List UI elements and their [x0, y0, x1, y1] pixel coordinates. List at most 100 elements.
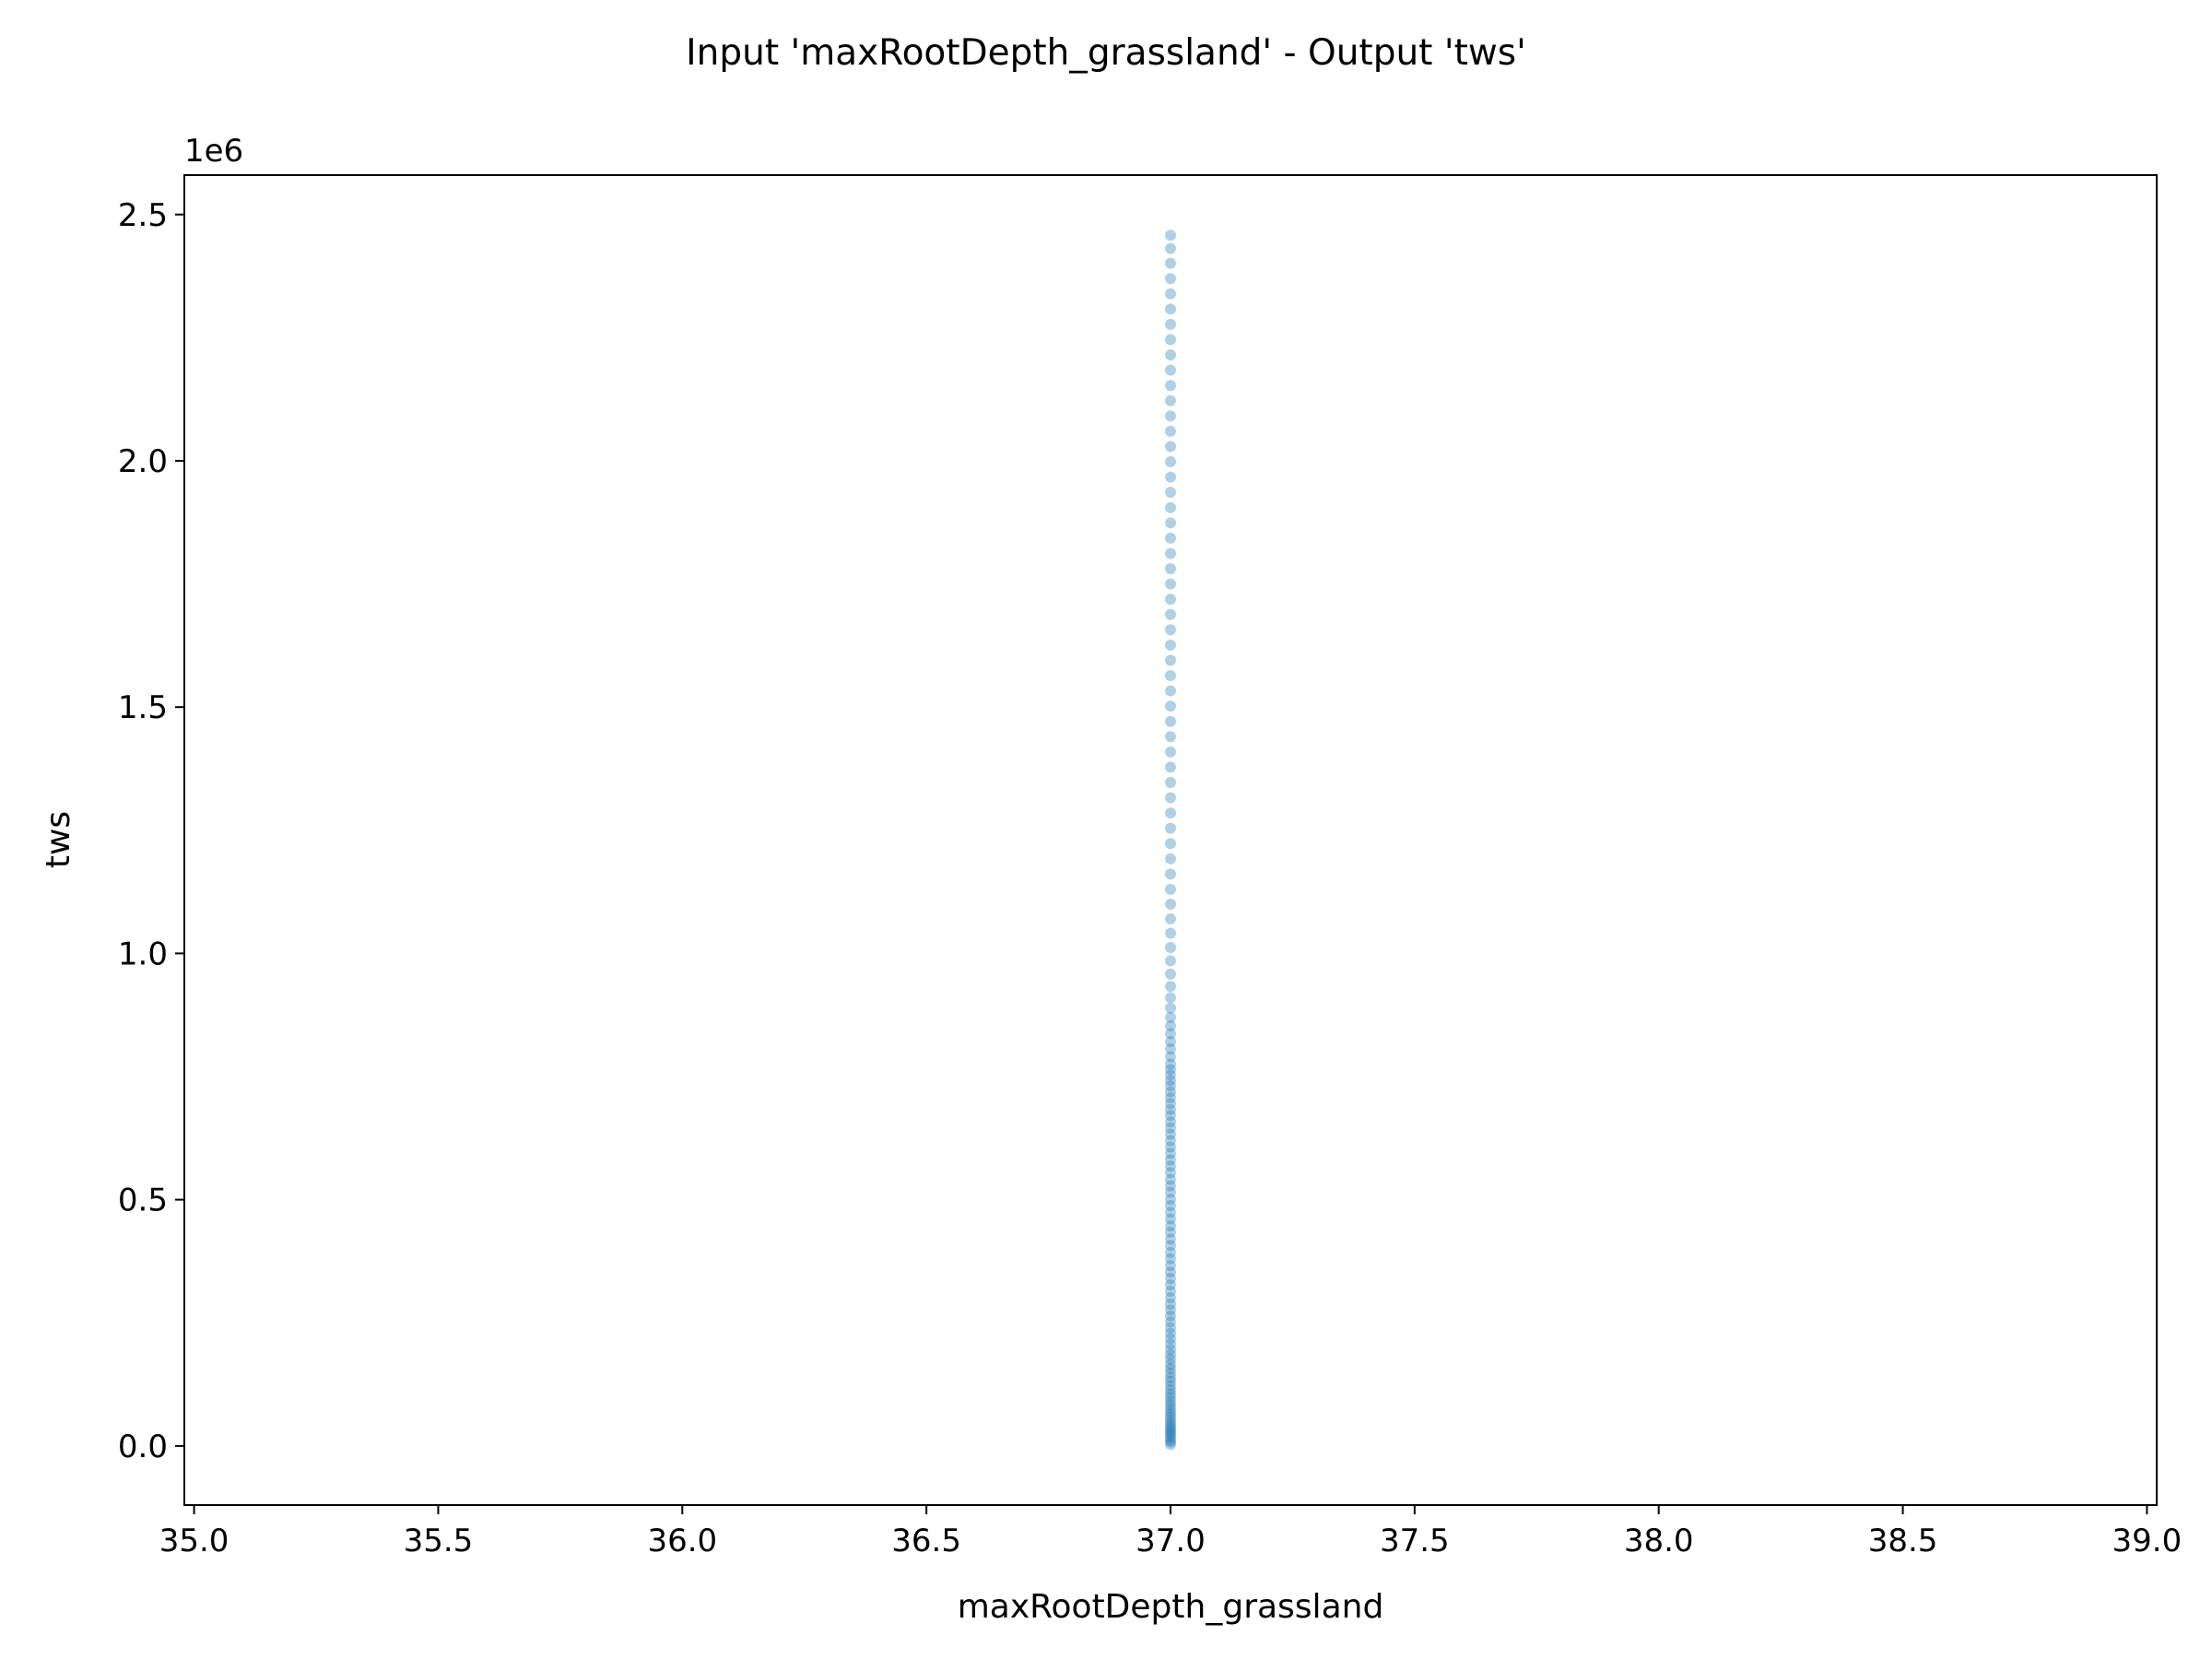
data-point — [1165, 1348, 1176, 1360]
data-point — [1165, 394, 1176, 406]
data-point — [1165, 883, 1176, 895]
data-point — [1165, 776, 1176, 788]
data-point — [1165, 1359, 1176, 1371]
data-point — [1165, 1286, 1176, 1298]
data-point — [1165, 1371, 1176, 1383]
data-point — [1165, 1028, 1176, 1040]
data-point — [1165, 624, 1176, 636]
y-tick-label: 1.5 — [118, 689, 168, 726]
data-point — [1165, 1310, 1176, 1322]
data-point — [1165, 1043, 1176, 1055]
data-point — [1165, 532, 1176, 544]
x-tick-label: 35.5 — [404, 1523, 474, 1559]
data-point — [1165, 981, 1176, 993]
data-point — [1165, 594, 1176, 606]
points-layer — [1165, 229, 1176, 1451]
data-point — [1165, 746, 1176, 758]
x-axis-ticks: 35.0 35.5 36.0 36.5 37.0 37.5 38.0 38.5 39.0 — [159, 1505, 2182, 1559]
data-point — [1165, 1128, 1176, 1140]
data-point — [1165, 731, 1176, 743]
data-point — [1165, 410, 1176, 422]
data-point — [1165, 1338, 1176, 1350]
data-point — [1165, 349, 1176, 361]
data-point — [1165, 685, 1176, 697]
x-tick-label: 35.0 — [159, 1523, 229, 1559]
data-point — [1165, 1240, 1176, 1252]
data-point — [1165, 1395, 1176, 1407]
data-point — [1165, 1051, 1176, 1063]
y-tick-label: 0.5 — [118, 1182, 168, 1219]
data-point — [1165, 1141, 1176, 1153]
data-point — [1165, 1353, 1176, 1365]
data-point — [1165, 364, 1176, 376]
data-point — [1165, 1098, 1176, 1110]
x-tick-label: 36.5 — [891, 1523, 961, 1559]
data-point — [1165, 242, 1176, 254]
data-point — [1165, 1344, 1176, 1356]
data-point — [1165, 1298, 1176, 1310]
data-point — [1165, 1380, 1176, 1392]
data-point — [1165, 1415, 1176, 1427]
data-point — [1165, 1064, 1176, 1076]
data-point — [1165, 868, 1176, 880]
data-point — [1165, 1436, 1176, 1448]
y-axis-ticks: 0.0 0.5 1.0 1.5 2.0 2.5 — [118, 197, 184, 1465]
data-point — [1165, 456, 1176, 468]
data-point — [1165, 1116, 1176, 1128]
data-point — [1165, 654, 1176, 666]
x-tick-label: 38.5 — [1868, 1523, 1938, 1559]
data-point — [1165, 968, 1176, 980]
data-point — [1165, 1135, 1176, 1147]
data-point — [1165, 1086, 1176, 1098]
data-point — [1165, 1213, 1176, 1225]
data-point — [1165, 1333, 1176, 1345]
data-point — [1165, 1398, 1176, 1410]
data-point — [1165, 1291, 1176, 1303]
data-point — [1165, 1411, 1176, 1423]
data-point — [1165, 838, 1176, 850]
data-point — [1165, 1375, 1176, 1387]
data-point — [1165, 1200, 1176, 1212]
data-point — [1165, 1122, 1176, 1134]
data-point — [1165, 425, 1176, 437]
data-point — [1165, 1011, 1176, 1023]
data-point — [1165, 1402, 1176, 1414]
data-point — [1165, 1316, 1176, 1328]
x-tick-label: 37.0 — [1135, 1523, 1206, 1559]
data-point — [1165, 1427, 1176, 1439]
y-offset-text: 1e6 — [184, 133, 243, 170]
data-point — [1165, 318, 1176, 330]
data-point — [1165, 487, 1176, 499]
data-point — [1165, 1019, 1176, 1031]
data-point — [1165, 1206, 1176, 1218]
data-point — [1165, 853, 1176, 865]
data-point — [1165, 898, 1176, 910]
data-point — [1165, 1367, 1176, 1379]
data-point — [1165, 1180, 1176, 1192]
data-point — [1165, 1154, 1176, 1166]
data-point — [1165, 1439, 1176, 1451]
data-point — [1165, 1080, 1176, 1092]
data-point — [1165, 1036, 1176, 1048]
data-point — [1165, 669, 1176, 681]
x-axis-label: maxRootDepth_grassland — [958, 1588, 1384, 1626]
data-point — [1165, 303, 1176, 315]
data-point — [1165, 1092, 1176, 1104]
data-point — [1165, 380, 1176, 392]
data-point — [1165, 1186, 1176, 1198]
data-point — [1165, 578, 1176, 590]
data-point — [1165, 608, 1176, 620]
data-point — [1165, 955, 1176, 967]
data-point — [1165, 1434, 1176, 1446]
data-point — [1165, 441, 1176, 453]
data-point — [1165, 1408, 1176, 1420]
data-point — [1165, 1058, 1176, 1070]
data-point — [1165, 942, 1176, 954]
data-point — [1165, 1388, 1176, 1400]
data-point — [1165, 1422, 1176, 1434]
data-point — [1165, 822, 1176, 834]
data-point — [1165, 1279, 1176, 1291]
data-point — [1165, 563, 1176, 575]
data-point — [1165, 792, 1176, 804]
